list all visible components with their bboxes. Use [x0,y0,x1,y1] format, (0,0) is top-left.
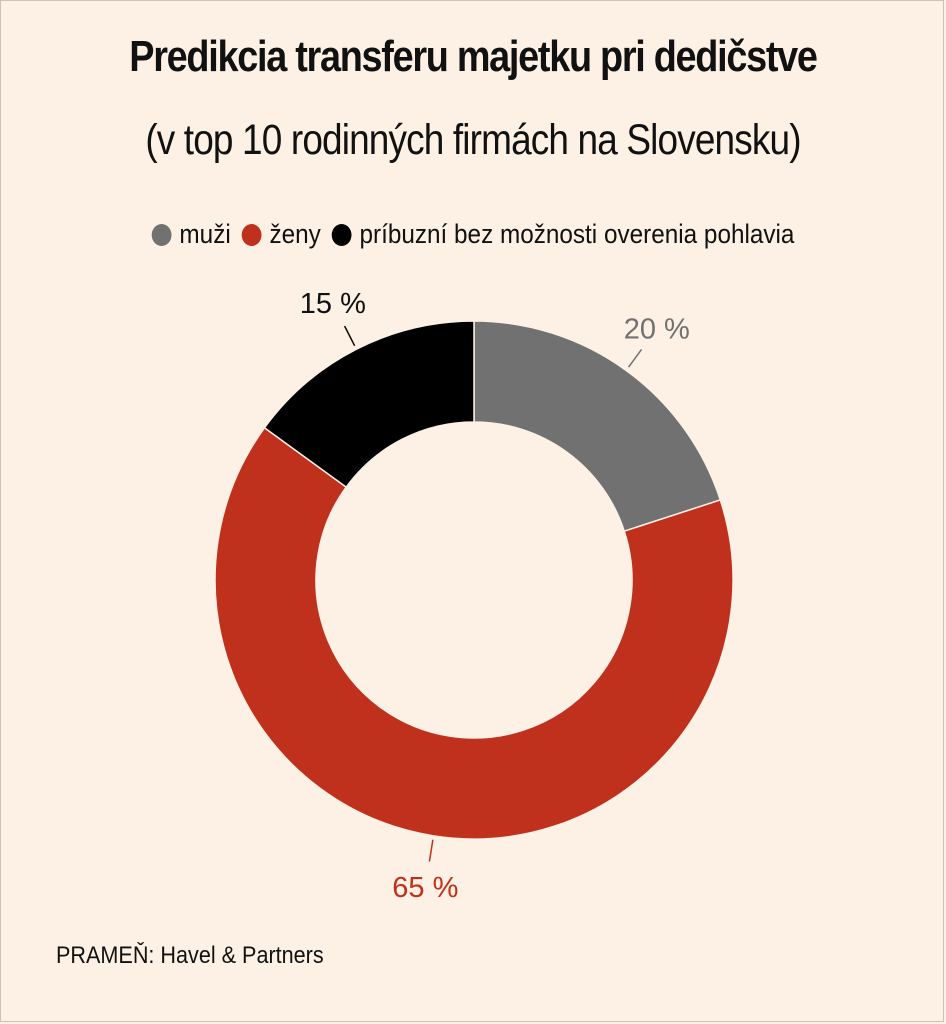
source-note: PRAMEŇ: Havel & Partners [56,942,324,969]
legend-swatch-pribuzni [331,223,352,246]
leader-line-muzi [627,348,643,368]
leader-line-pribuzni [343,325,356,347]
legend-item-muzi: muži [151,219,231,250]
donut-slice-zeny [214,426,734,840]
legend-swatch-zeny [241,223,262,246]
chart-title: Predikcia transferu majetku pri dedičstv… [129,32,818,81]
legend-item-pribuzni: príbuzní bez možnosti overenia pohlavia [331,219,795,250]
chart-legend: muži ženy príbuzní bez možnosti overenia… [47,219,898,250]
chart-subtitle: (v top 10 rodinných firmách na Slovensku… [145,116,801,164]
donut-slice-muzi [473,320,722,533]
donut-slice-pribuzni [263,320,475,489]
value-label-zeny: 65 % [392,872,458,904]
legend-label-pribuzni: príbuzní bez možnosti overenia pohlavia [359,219,795,249]
legend-swatch-muzi [151,223,172,246]
value-label-muzi: 20 % [624,313,690,345]
value-label-pribuzni: 15 % [300,288,366,320]
leader-line-zeny [428,839,434,862]
legend-label-zeny: ženy [269,219,321,249]
legend-label-muzi: muži [179,219,231,249]
legend-item-zeny: ženy [241,219,321,250]
